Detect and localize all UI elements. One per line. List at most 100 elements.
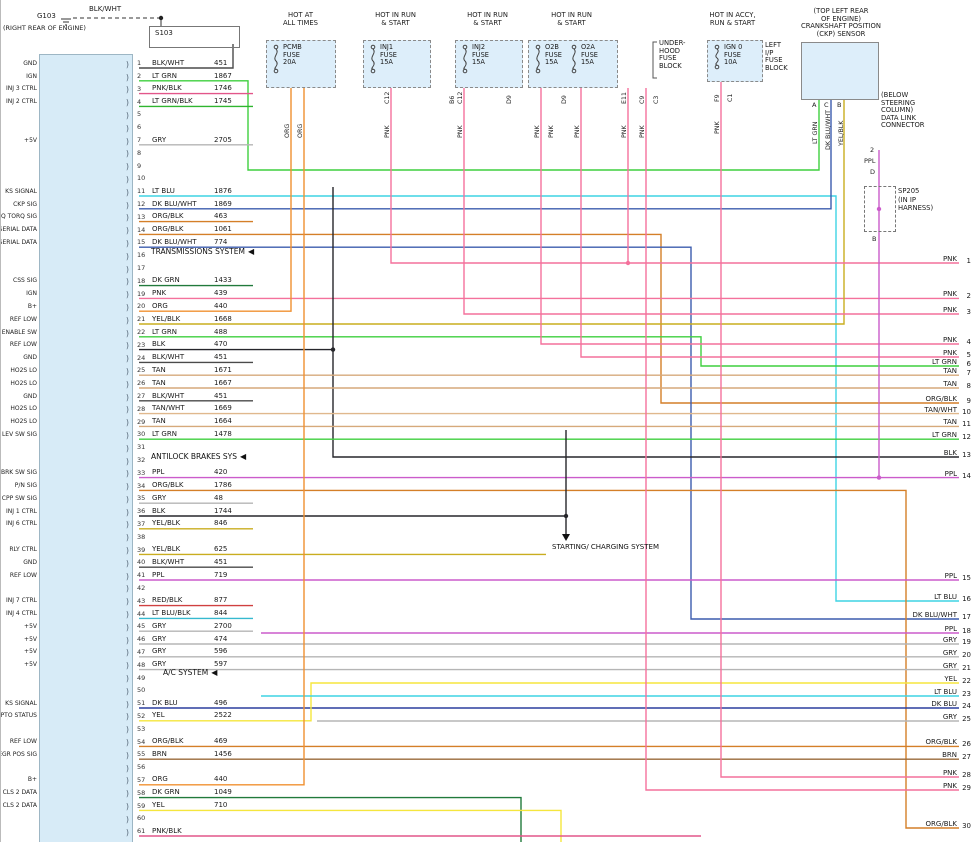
pin-socket — [37, 381, 135, 389]
fuse-group-header: HOT IN RUN & START — [467, 11, 508, 27]
circuit-number: 48 — [214, 493, 223, 502]
pin-number: 23 — [137, 340, 146, 349]
pin-number: 9 — [137, 161, 142, 170]
wire-color-label: PNK — [152, 289, 167, 298]
wire-ref-number: 6 — [966, 360, 971, 368]
pin-socket — [37, 649, 135, 657]
pin-socket — [37, 253, 135, 261]
wire-color-label: PNK — [942, 782, 957, 790]
wire-color-label: TAN — [152, 378, 166, 387]
fuse-icon — [569, 44, 579, 84]
fuse-icon — [533, 44, 543, 84]
pin-function-label: REQ TORQ SIG — [0, 213, 37, 221]
pin-row: +5V 7 GRY 2705 — [1, 133, 257, 146]
circuit-number: 2522 — [214, 711, 232, 720]
pin-socket — [37, 483, 135, 491]
pin-number: 5 — [137, 110, 142, 119]
ground-wire-color: BLK/WHT — [89, 5, 122, 13]
pin-row: INJ 4 CTRL 44 LT BLU/BLK 844 — [1, 606, 257, 620]
fuse: PCMB FUSE 20A — [271, 43, 302, 84]
fuse: INJ2 FUSE 15A — [460, 43, 489, 84]
vertical-wire-label: D9 — [506, 95, 513, 104]
pin-socket — [37, 432, 135, 440]
wire-ref-number: 8 — [966, 382, 971, 390]
pin-row: HO2S LO 26 TAN 1667 — [1, 376, 257, 389]
pin-function-label: KS SIGNAL — [5, 187, 37, 195]
pin-function-label: HO2S LO — [10, 379, 37, 387]
pin-socket — [37, 317, 135, 325]
pin-row: +5V 47 GRY 596 — [1, 645, 257, 658]
circuit-number: 463 — [214, 212, 228, 221]
pin-row: REF LOW 21 YEL/BLK 1668 — [1, 312, 257, 325]
wire-color-label: LT BLU — [152, 186, 175, 195]
wire-color-label: LT GRN — [152, 71, 177, 80]
circuit-number: 1669 — [214, 404, 232, 413]
pin-socket — [37, 803, 135, 811]
wire-color-label — [152, 182, 214, 184]
pin-row: 10 — [1, 171, 257, 184]
terminal-letter-label: 2 — [870, 146, 875, 154]
pin-socket — [37, 266, 135, 274]
fuse-amps: 15A — [380, 58, 393, 67]
pin-function-label: KS SIGNAL — [5, 699, 37, 707]
wire-ref-number: 15 — [962, 574, 971, 582]
pin-number: 57 — [137, 775, 146, 784]
pin-function-label: HO2S LO — [10, 366, 37, 374]
wire-color-label: GRY — [942, 713, 957, 721]
circuit-number: 451 — [214, 58, 228, 67]
pin-function-label — [1, 156, 37, 158]
pin-row: 42 — [1, 581, 257, 594]
wire-color-label: GRY — [942, 662, 957, 670]
offpage-wire-ref: GRY 20 — [821, 646, 971, 659]
pin-socket — [37, 790, 135, 798]
pin-socket — [37, 394, 135, 402]
pin-function-label — [1, 259, 37, 261]
pin-number: 15 — [137, 238, 146, 247]
offpage-wire-ref: LT BLU 23 — [821, 685, 971, 698]
pin-number: 31 — [137, 443, 146, 452]
pin-socket — [37, 355, 135, 363]
circuit-number: 439 — [214, 289, 228, 298]
fuse-amps: 15A — [580, 58, 594, 67]
pin-row: +5V 46 GRY 474 — [1, 632, 257, 645]
wire-color-label: TAN — [943, 418, 957, 426]
pin-number: 30 — [137, 430, 146, 439]
fuse-name: INJ2 — [472, 43, 486, 51]
offpage-wire-ref: BLK 13 — [821, 446, 971, 459]
wire-ref-number: 30 — [962, 822, 971, 830]
pin-function-label — [1, 169, 37, 171]
vertical-wire-label: DK BLU/WHT — [825, 109, 832, 150]
pin-number: 34 — [137, 481, 146, 490]
offpage-wire-ref: TAN/WHT 10 — [821, 403, 971, 416]
pin-socket — [37, 470, 135, 478]
terminal-letter-label: B — [837, 101, 842, 109]
wire-color-label: PPL — [944, 470, 957, 478]
circuit-number: 877 — [214, 596, 228, 605]
wire-color-label: PNK/BLK — [152, 84, 182, 93]
offpage-wire-ref: PNK 2 — [821, 287, 971, 300]
wire-color-label: BRN — [152, 749, 167, 758]
pin-function-label: EGR POS SIG — [0, 750, 37, 758]
terminal-letter-label: B — [872, 235, 877, 243]
fuse-name: INJ1 — [380, 43, 394, 51]
pin-row: GND 40 BLK/WHT 451 — [1, 555, 257, 568]
pin-row: +5V 48 GRY 597 — [1, 657, 257, 671]
annotation-text: ANTILOCK BRAKES SYS — [151, 452, 237, 461]
circuit-number: 1876 — [214, 186, 232, 195]
vertical-wire-label: ORG — [284, 123, 291, 138]
fuse-word: FUSE — [724, 50, 741, 59]
pin-number: 42 — [137, 583, 146, 592]
fuse-box-inj2: INJ2 FUSE 15A — [455, 40, 523, 88]
pcm-connector-body — [39, 54, 133, 842]
pin-function-label: REF LOW — [9, 738, 37, 746]
pin-number: 1 — [137, 59, 142, 68]
pin-number: 26 — [137, 379, 146, 388]
pin-function-label: CLS 2 DATA — [2, 789, 37, 797]
pin-socket — [37, 611, 135, 619]
offpage-wire-ref: PPL 15 — [821, 569, 971, 582]
circuit-number: 2700 — [214, 621, 232, 630]
wire-ref-number: 5 — [966, 351, 971, 359]
pin-number: 43 — [137, 596, 146, 605]
wire-color-label: PNK/BLK — [152, 826, 182, 835]
wire-ref-number: 4 — [966, 338, 971, 346]
